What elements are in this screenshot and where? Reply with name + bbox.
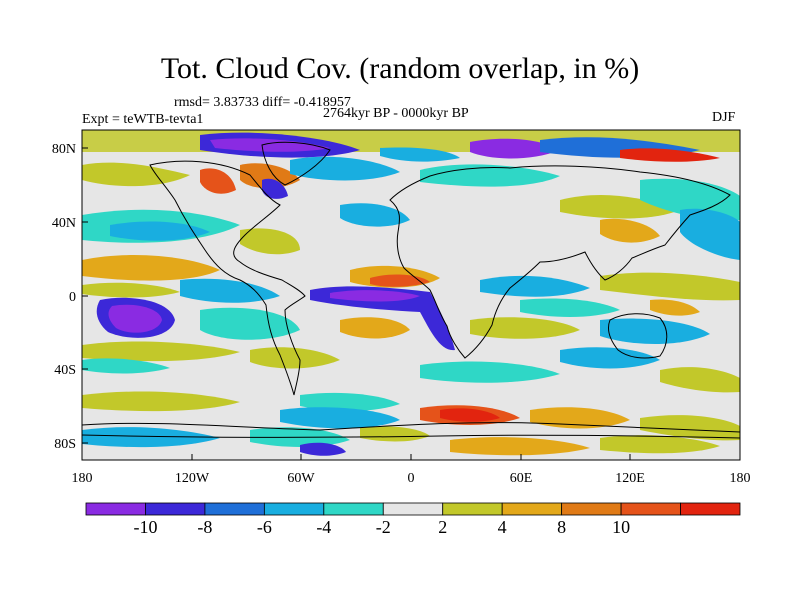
lon-tick-label: 60E <box>510 471 533 486</box>
time-period-label: 2764kyr BP - 0000kyr BP <box>323 106 469 121</box>
colorbar-label: -6 <box>257 517 272 537</box>
lon-tick-label: 0 <box>408 471 415 486</box>
rmsd-diff-stats: rmsd= 3.83733 diff= -0.418957 <box>174 95 351 110</box>
colorbar-swatch <box>323 502 384 516</box>
colorbar-swatch <box>85 502 146 516</box>
season-label: DJF <box>712 110 736 125</box>
lon-tick-label: 120W <box>175 471 210 486</box>
colorbar-label: -2 <box>376 517 391 537</box>
colorbar-label: -4 <box>316 517 331 537</box>
lat-tick-label: 0 <box>69 290 76 305</box>
coastlines <box>82 141 740 439</box>
colorbar-swatch <box>442 502 503 516</box>
colorbar-label: -10 <box>133 517 157 537</box>
lat-tick-label: 80N <box>52 142 76 157</box>
colorbar-swatch <box>680 502 741 516</box>
colorbar-label: 2 <box>438 517 447 537</box>
colorbar <box>85 502 741 516</box>
colorbar-label: 8 <box>557 517 566 537</box>
colorbar-swatch <box>561 502 622 516</box>
lon-tick-label: 180 <box>72 471 93 486</box>
map-title: Tot. Cloud Cov. (random overlap, in %) <box>160 52 640 85</box>
colorbar-label: -8 <box>197 517 212 537</box>
anomaly-field <box>82 130 740 456</box>
axis-ticks <box>81 147 741 460</box>
lat-tick-label: 80S <box>54 437 76 452</box>
colorbar-label: 4 <box>498 517 507 537</box>
lon-tick-label: 60W <box>287 471 315 486</box>
experiment-label: Expt = teWTB-tevta1 <box>82 112 204 127</box>
lon-tick-label: 180 <box>730 471 751 486</box>
colorbar-swatch <box>204 502 265 516</box>
lat-tick-label: 40S <box>54 363 76 378</box>
colorbar-label: 10 <box>612 517 630 537</box>
colorbar-swatch <box>145 502 206 516</box>
lon-tick-label: 120E <box>615 471 645 486</box>
colorbar-labels: -10 -8 -6 -4 -2 2 4 8 10 <box>133 517 630 537</box>
colorbar-swatch <box>501 502 563 516</box>
colorbar-swatch <box>382 502 444 516</box>
lat-tick-label: 40N <box>52 216 76 231</box>
colorbar-swatch <box>263 502 325 516</box>
colorbar-swatch <box>620 502 681 516</box>
